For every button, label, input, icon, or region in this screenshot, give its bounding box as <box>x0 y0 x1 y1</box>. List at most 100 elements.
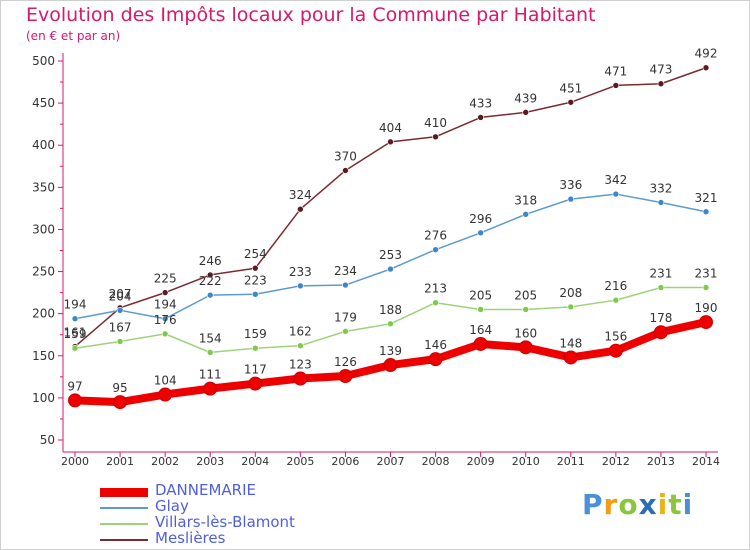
data-point <box>432 299 439 307</box>
y-tick-label: 500 <box>32 54 55 68</box>
data-label: 104 <box>154 374 177 388</box>
data-label: 117 <box>244 363 267 377</box>
x-tick-label: 2002 <box>151 455 179 468</box>
x-tick-label: 2005 <box>286 455 314 468</box>
data-point <box>518 340 533 355</box>
proxiti-logo: Proxiti <box>582 488 693 521</box>
logo-letter: r <box>603 488 619 521</box>
data-point <box>387 138 394 146</box>
y-tick-label: 450 <box>32 96 55 110</box>
data-label: 161 <box>64 326 87 340</box>
legend-label: Meslières <box>155 529 226 547</box>
data-label: 159 <box>64 327 87 341</box>
y-tick-label: 400 <box>32 138 55 152</box>
line-chart: 50 100 150 200 250 300 350 400 450 500 2000 2001 200… <box>32 47 720 468</box>
logo-letter: i <box>682 488 694 521</box>
data-point <box>477 306 484 313</box>
y-tick-label: 200 <box>32 307 55 321</box>
data-label: 276 <box>424 229 447 243</box>
data-label: 321 <box>695 191 718 205</box>
chart-title: Evolution des Impôts locaux pour la Comm… <box>26 4 596 26</box>
data-label: 205 <box>514 288 537 302</box>
data-label: 178 <box>649 311 672 325</box>
data-label: 154 <box>199 331 222 345</box>
data-label: 190 <box>695 301 718 315</box>
data-label: 97 <box>67 379 82 393</box>
data-label: 473 <box>649 63 672 77</box>
x-tick-label: 2000 <box>61 455 89 468</box>
data-point <box>206 291 214 299</box>
data-point <box>338 368 353 383</box>
logo-letter: P <box>582 488 604 521</box>
data-label: 111 <box>199 368 222 382</box>
data-point <box>699 315 713 330</box>
data-label: 167 <box>109 320 132 334</box>
data-label: 324 <box>289 188 312 202</box>
legend-label: DANNEMARIE <box>155 481 256 499</box>
data-point <box>161 315 169 323</box>
data-point <box>563 350 578 365</box>
data-point <box>158 387 173 402</box>
data-point <box>68 393 82 408</box>
data-point <box>473 336 488 351</box>
legend-swatch <box>100 488 148 497</box>
data-label: 231 <box>695 267 718 281</box>
data-label: 318 <box>514 193 537 207</box>
x-tick-label: 2009 <box>467 455 495 468</box>
data-label: 146 <box>424 338 447 352</box>
data-point <box>161 289 169 296</box>
data-label: 123 <box>289 358 312 372</box>
data-point <box>116 306 124 314</box>
data-point <box>251 290 259 298</box>
data-label: 160 <box>514 326 537 340</box>
data-label: 223 <box>244 273 267 287</box>
data-label: 433 <box>469 96 492 110</box>
data-point <box>387 320 394 328</box>
data-point <box>567 303 575 311</box>
legend-swatch <box>100 523 148 525</box>
y-tick-label: 50 <box>40 433 55 447</box>
data-label: 176 <box>154 313 177 327</box>
data-label: 492 <box>695 47 718 61</box>
data-point <box>612 296 620 304</box>
data-label: 342 <box>604 173 627 187</box>
legend-label: Glay <box>155 497 189 515</box>
data-point <box>342 328 349 335</box>
data-label: 296 <box>469 212 492 226</box>
data-point <box>657 199 665 206</box>
data-label: 205 <box>469 288 492 302</box>
y-tick-label: 300 <box>32 222 55 236</box>
data-point <box>206 271 214 279</box>
chart-subtitle: (en € et par an) <box>26 29 121 43</box>
logo-letter: i <box>657 488 669 521</box>
data-label: 233 <box>289 265 312 279</box>
data-point <box>251 264 259 272</box>
y-tick-label: 100 <box>32 391 55 405</box>
y-tick-label: 250 <box>32 265 55 279</box>
data-point <box>522 109 530 116</box>
data-point <box>383 358 398 373</box>
data-label: 126 <box>334 355 357 369</box>
data-point <box>428 352 443 367</box>
data-label: 207 <box>109 287 132 301</box>
x-tick-label: 2014 <box>692 455 720 468</box>
data-point <box>116 338 124 345</box>
x-tick-label: 2007 <box>377 455 405 468</box>
data-point <box>248 376 263 391</box>
data-label: 179 <box>334 310 357 324</box>
legend-swatch <box>100 507 148 509</box>
data-label: 159 <box>244 327 267 341</box>
data-point <box>206 349 214 356</box>
x-tick-label: 2006 <box>331 455 359 468</box>
data-label: 332 <box>649 181 672 195</box>
x-tick-label: 2010 <box>512 455 540 468</box>
data-point <box>387 265 394 273</box>
data-point <box>612 82 620 89</box>
logo-letter: t <box>668 488 683 521</box>
data-label: 204 <box>109 289 132 303</box>
data-label: 208 <box>559 286 582 300</box>
data-label: 139 <box>379 344 402 358</box>
data-label: 246 <box>199 254 222 268</box>
data-point <box>702 208 710 216</box>
data-point <box>567 98 575 106</box>
